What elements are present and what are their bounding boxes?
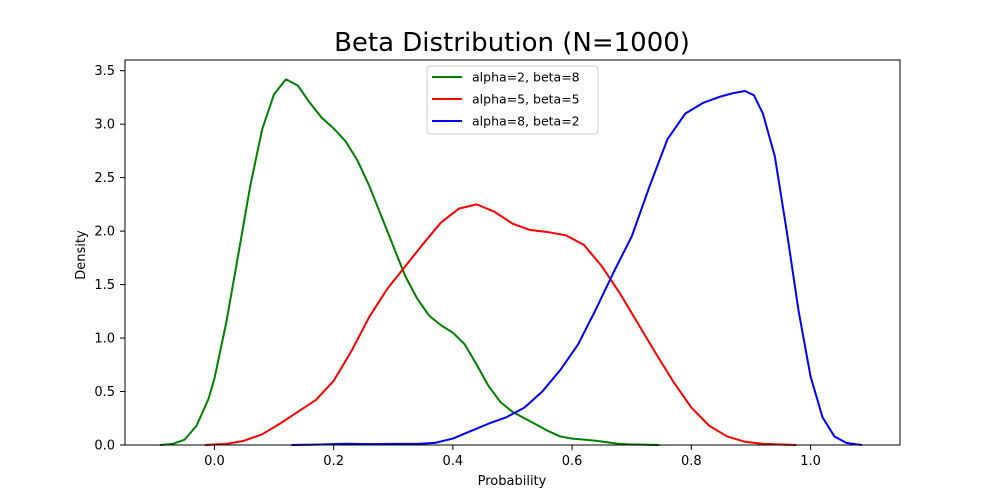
y-tick-label: 1.0: [94, 332, 115, 347]
x-tick-label: 0.6: [562, 454, 583, 469]
legend-label-2: alpha=5, beta=5: [472, 92, 580, 107]
series-line-1: [159, 78, 660, 446]
x-tick-label: 0.2: [323, 454, 344, 469]
legend: alpha=2, beta=8 alpha=5, beta=5 alpha=8, b…: [426, 65, 599, 135]
x-tick-label: 1.0: [800, 454, 821, 469]
x-tick-label: 0.0: [204, 454, 225, 469]
legend-box: [426, 65, 599, 135]
y-tick-label: 3.0: [94, 118, 115, 133]
y-tick-label: 1.5: [94, 278, 115, 293]
legend-label-1: alpha=2, beta=8: [472, 70, 580, 85]
plot-frame: [124, 59, 901, 446]
y-axis-label: Density: [74, 230, 89, 280]
x-tick-label: 0.8: [681, 454, 702, 469]
x-axis-label: Probability: [478, 474, 547, 489]
series-line-2: [204, 203, 797, 446]
y-tick-label: 0.0: [94, 439, 115, 454]
chart-title: Beta Distribution (N=1000): [334, 28, 690, 58]
y-tick-label: 2.5: [94, 171, 115, 186]
y-tick-label: 0.5: [94, 385, 115, 400]
x-tick-label: 0.4: [443, 454, 464, 469]
legend-label-3: alpha=8, beta=2: [472, 114, 580, 129]
series-line-3: [290, 90, 863, 446]
plot-area: 0.0 0.2 0.4 0.6 0.8 1.0 0.0 0.5 1.0 1.5 2.0 2.5 3.0 3…: [94, 59, 901, 469]
y-tick-label: 2.0: [94, 225, 115, 240]
y-tick-label: 3.5: [94, 64, 115, 79]
